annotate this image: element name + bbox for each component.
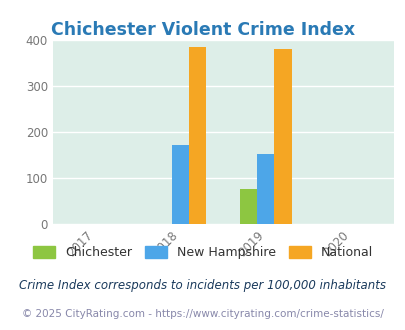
Legend: Chichester, New Hampshire, National: Chichester, New Hampshire, National	[29, 242, 376, 263]
Bar	[257, 154, 274, 224]
Bar	[240, 189, 257, 224]
Bar	[172, 145, 189, 224]
Text: Crime Index corresponds to incidents per 100,000 inhabitants: Crime Index corresponds to incidents per…	[19, 279, 386, 292]
Text: Chichester Violent Crime Index: Chichester Violent Crime Index	[51, 21, 354, 40]
Bar	[274, 49, 291, 224]
Text: © 2025 CityRating.com - https://www.cityrating.com/crime-statistics/: © 2025 CityRating.com - https://www.city…	[22, 309, 383, 319]
Bar	[189, 48, 206, 224]
